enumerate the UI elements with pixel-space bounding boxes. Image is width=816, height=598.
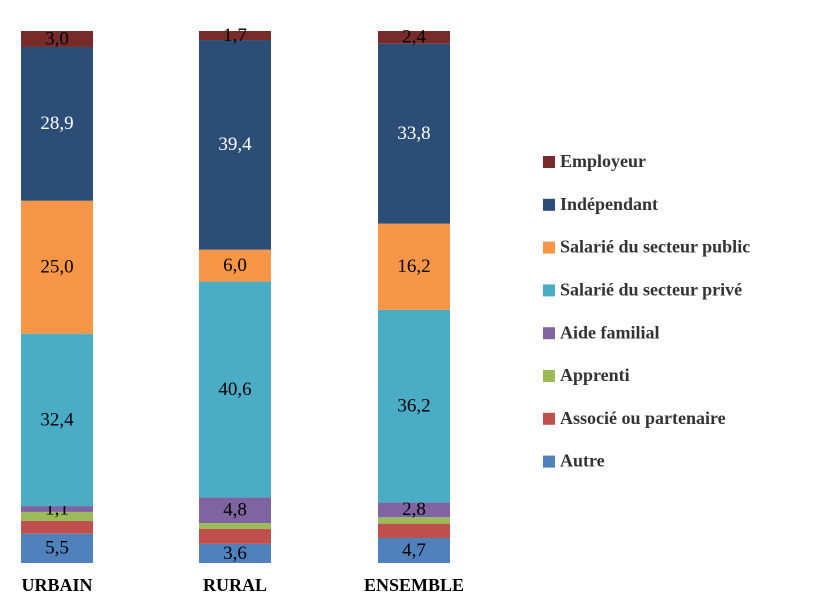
bar-segment xyxy=(21,533,93,563)
data-label: 39,4 xyxy=(218,134,252,155)
bar-segment xyxy=(378,223,450,310)
bar-segment xyxy=(378,517,450,524)
legend-label: Indépendant xyxy=(560,194,658,214)
bar-segment xyxy=(199,543,271,563)
data-label: 16,2 xyxy=(397,256,430,277)
bar-segment xyxy=(378,43,450,224)
x-tick-label: ENSEMBLE xyxy=(364,575,464,595)
legend-swatch xyxy=(543,412,555,425)
bar-segment xyxy=(378,31,450,44)
x-tick-label: URBAIN xyxy=(21,575,92,595)
legend-label: Associé ou partenaire xyxy=(560,408,726,428)
legend-swatch xyxy=(543,241,555,254)
bar-segment xyxy=(199,523,271,529)
bar-segment xyxy=(21,333,93,507)
data-label: 5,5 xyxy=(45,538,69,559)
data-label: 40,6 xyxy=(218,379,251,400)
bar-segment xyxy=(199,281,271,498)
bar-segment xyxy=(199,31,271,41)
bar-segment xyxy=(199,40,271,250)
bar-segment xyxy=(21,520,93,534)
legend-swatch xyxy=(543,455,555,468)
bar-segment xyxy=(199,249,271,282)
bar-segment xyxy=(21,511,93,521)
legend-label: Salarié du secteur privé xyxy=(560,280,742,300)
data-label: 2,8 xyxy=(402,499,426,520)
legend-swatch xyxy=(543,156,555,168)
data-label: 28,9 xyxy=(40,113,73,134)
legend-swatch xyxy=(543,198,555,211)
data-label: 25,0 xyxy=(40,257,73,278)
bar-segment xyxy=(378,523,450,538)
data-label: 4,8 xyxy=(223,500,247,521)
x-tick-label: RURAL xyxy=(203,575,267,595)
bar-segment xyxy=(199,497,271,524)
data-label: 3,0 xyxy=(45,28,69,49)
legend-swatch xyxy=(543,370,555,382)
bar-segment xyxy=(378,309,450,503)
bar-segment xyxy=(378,537,450,563)
data-label: 33,8 xyxy=(397,123,430,144)
bar-segment xyxy=(21,200,93,334)
data-label: 3,6 xyxy=(223,543,247,564)
bar-segment xyxy=(21,31,93,47)
data-label: 1,7 xyxy=(223,25,247,46)
legend-label: Autre xyxy=(560,451,605,471)
data-label: 32,4 xyxy=(40,409,74,430)
data-label: 2,4 xyxy=(402,27,426,48)
bar-segment xyxy=(199,528,271,544)
legend-label: Apprenti xyxy=(560,365,630,385)
legend-label: Salarié du secteur public xyxy=(560,237,750,257)
legend-swatch xyxy=(543,284,555,297)
data-label: 4,7 xyxy=(402,540,426,561)
bar-segment xyxy=(21,46,93,201)
legend-label: Aide familial xyxy=(560,322,660,342)
bar-segment xyxy=(21,506,93,512)
legend-label: Employeur xyxy=(560,151,646,171)
data-label: 36,2 xyxy=(397,395,430,416)
data-label: 6,0 xyxy=(223,255,247,276)
legend-swatch xyxy=(543,327,555,340)
bar-segment xyxy=(378,502,450,518)
